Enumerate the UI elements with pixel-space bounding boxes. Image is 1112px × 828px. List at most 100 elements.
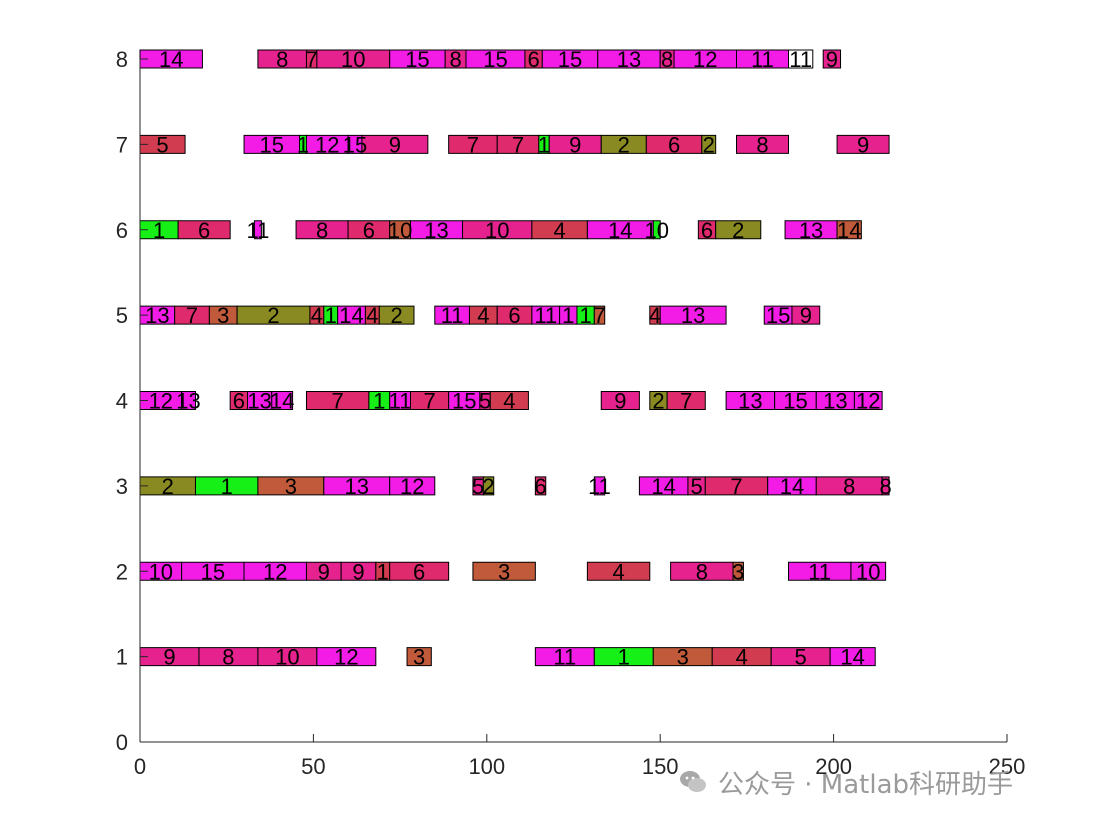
y-tick-label: 1 [116, 645, 128, 670]
task-bar-label: 3 [217, 303, 229, 328]
task-bar-label: 8 [276, 47, 288, 72]
task-bar-label: 14 [339, 303, 363, 328]
task-bar-label: 13 [823, 389, 847, 414]
task-bar-label: 11 [751, 47, 774, 72]
task-bar-label: 5 [156, 132, 168, 157]
task-bar [836, 134, 890, 154]
task-bar [177, 220, 231, 240]
task-bar [881, 476, 890, 496]
task-bar-label: 4 [554, 218, 566, 243]
task-bar [715, 220, 762, 240]
task-bar-label: 2 [267, 303, 279, 328]
task-bar [735, 134, 790, 154]
x-tick-label: 50 [301, 754, 325, 779]
task-bar [853, 391, 883, 410]
task-bar [378, 305, 415, 325]
task-bar-label: 15 [783, 389, 807, 414]
y-tick-label: 7 [116, 132, 128, 157]
task-bar [482, 476, 495, 496]
task-bar-label: 9 [352, 559, 364, 584]
y-tick-label: 6 [116, 218, 128, 243]
task-bar-label: 6 [363, 218, 375, 243]
task-bar-label: 8 [696, 559, 708, 584]
task-bar-label: 12 [315, 132, 339, 157]
task-bar-label: 8 [843, 474, 855, 499]
y-tick-label: 0 [116, 730, 128, 755]
task-bar [593, 476, 606, 496]
task-bar-label: 11 [246, 218, 269, 243]
task-bar [701, 134, 717, 154]
task-bar-label: 1 [618, 645, 630, 670]
task-bar-label: 9 [800, 303, 812, 328]
task-bar-label: 10 [644, 218, 668, 243]
task-bar-label: 5 [472, 474, 484, 499]
task-bar-label: 7 [306, 47, 318, 72]
task-bar-label: 15 [343, 132, 367, 157]
task-bar-label: 6 [413, 559, 425, 584]
task-bar-label: 12 [856, 389, 880, 414]
task-bar-label: 6 [508, 303, 520, 328]
task-bar [316, 647, 377, 667]
task-bar-label: 13 [799, 218, 823, 243]
task-bar-label: 2 [162, 474, 174, 499]
task-bar-label: 10 [149, 559, 173, 584]
x-tick-label: 100 [468, 754, 505, 779]
task-bar-label: 3 [732, 559, 744, 584]
task-bar-label: 14 [780, 474, 804, 499]
task-bar-label: 10 [856, 559, 880, 584]
task-bar-label: 1 [221, 474, 233, 499]
task-bar [593, 305, 606, 325]
task-bar-label: 8 [222, 645, 234, 670]
task-bar [791, 305, 821, 325]
task-bar-label: 14 [840, 645, 864, 670]
task-bar-label: 2 [703, 132, 715, 157]
y-tick-label: 5 [116, 303, 128, 328]
task-bar-label: 6 [534, 474, 546, 499]
task-bar-label: 4 [612, 559, 624, 584]
task-bar-label: 9 [389, 132, 401, 157]
task-bar-label: 6 [527, 47, 539, 72]
task-bar-label: 1 [153, 218, 165, 243]
task-bar [732, 561, 744, 581]
task-bar [586, 561, 651, 581]
task-bar-label: 13 [738, 389, 762, 414]
task-bar-label: 14 [608, 218, 632, 243]
task-bar-label: 1 [377, 559, 389, 584]
y-tick-label: 2 [116, 559, 128, 584]
task-bar-label: 12 [334, 645, 358, 670]
task-bar-label: 6 [701, 218, 713, 243]
task-bar-label: 12 [149, 389, 173, 414]
task-bar-label: 14 [837, 218, 861, 243]
task-bar-label: 12 [400, 474, 424, 499]
task-bar [829, 647, 876, 667]
task-bar-label: 8 [756, 132, 768, 157]
task-bar [666, 391, 706, 410]
task-bar-label: 12 [263, 559, 287, 584]
task-bar-label: 7 [680, 389, 692, 414]
y-tick-label: 8 [116, 47, 128, 72]
task-bar [253, 220, 262, 240]
task-bar-label: 7 [332, 389, 344, 414]
task-bar-label: 2 [652, 389, 664, 414]
y-tick-label: 3 [116, 474, 128, 499]
task-bar [472, 561, 536, 581]
task-bar-label: 2 [732, 218, 744, 243]
task-bar-label: 6 [233, 389, 245, 414]
task-bar [361, 134, 429, 154]
task-bar-label: 3 [498, 559, 510, 584]
x-tick-label: 250 [989, 754, 1026, 779]
task-bar-label: 8 [449, 47, 461, 72]
task-bar [836, 220, 862, 240]
task-bar-label: 9 [569, 132, 581, 157]
task-bar-label: 4 [736, 645, 748, 670]
task-bar-label: 7 [730, 474, 742, 499]
y-tick-label: 4 [116, 389, 128, 414]
wechat-icon [680, 771, 706, 792]
task-bar [534, 476, 547, 496]
task-bar [389, 561, 450, 581]
task-bar-label: 8 [661, 47, 673, 72]
task-bar [600, 391, 640, 410]
task-bar-label: 1 [538, 132, 550, 157]
task-bar-label: 4 [366, 303, 378, 328]
